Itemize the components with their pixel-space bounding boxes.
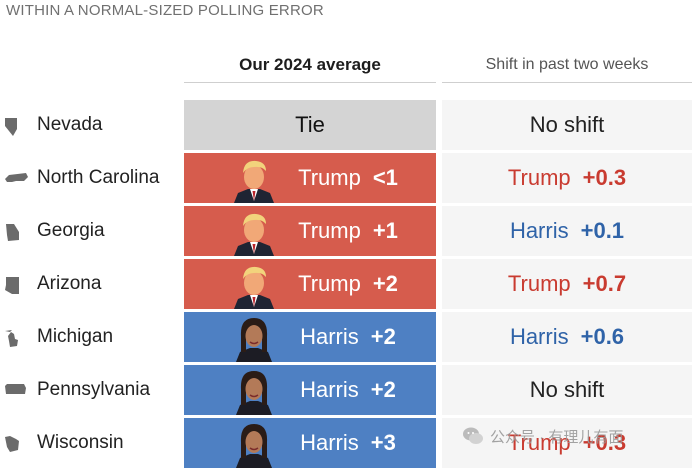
nevada-state-icon	[5, 118, 17, 136]
shift-cell: Harris +0.6	[442, 312, 692, 362]
state-name: Pennsylvania	[37, 379, 151, 400]
average-cell: Trump <1	[184, 153, 436, 203]
average-cell: Tie	[184, 100, 436, 150]
table-row: North Carolina Trump <1 Trump +0.3	[0, 153, 692, 203]
shift-leader: Harris	[509, 324, 569, 349]
shift-amount: +0.3	[582, 165, 627, 190]
trump-portrait	[234, 213, 274, 256]
state-name: Michigan	[37, 326, 114, 347]
shift-leader: Trump	[507, 165, 571, 190]
column-header-average: Our 2024 average	[184, 48, 436, 83]
trump-portrait	[234, 266, 274, 309]
shift-leader: Trump	[507, 271, 571, 296]
state-name: Nevada	[37, 114, 103, 135]
shift-cell: Trump +0.7	[442, 259, 692, 309]
wechat-logo-icon	[463, 427, 483, 444]
average-cell: Harris +3	[184, 418, 436, 468]
shift-cell: No shift	[442, 365, 692, 415]
average-leader: Tie	[295, 112, 325, 137]
wisconsin-state-icon	[5, 436, 19, 452]
table-row: Nevada Tie No shift	[0, 100, 692, 150]
harris-portrait	[236, 424, 272, 468]
state-name: Arizona	[37, 273, 102, 294]
shift-leader: Trump	[507, 430, 571, 455]
average-leader: Harris	[300, 430, 359, 455]
average-cell: Harris +2	[184, 312, 436, 362]
shift-cell: Trump +0.3	[442, 153, 692, 203]
shift-text: No shift	[529, 112, 605, 137]
watermark: 公众号 · 有理儿有面	[462, 425, 623, 447]
average-cell: Trump +1	[184, 206, 436, 256]
section-subtitle: WITHIN A NORMAL-SIZED POLLING ERROR	[6, 2, 324, 19]
north-carolina-state-icon	[5, 173, 28, 182]
arizona-state-icon	[5, 277, 19, 294]
shift-text: No shift	[529, 377, 605, 402]
table-row: Arizona Trump +2 Trump +0.7	[0, 259, 692, 309]
average-leader: Trump	[298, 218, 361, 243]
shift-leader: Harris	[509, 218, 569, 243]
average-cell: Trump +2	[184, 259, 436, 309]
average-margin: +3	[370, 430, 396, 455]
harris-portrait	[236, 318, 272, 362]
average-margin: +2	[372, 271, 398, 296]
michigan-state-icon	[5, 330, 18, 347]
shift-amount: +0.6	[580, 324, 625, 349]
average-margin: +2	[370, 324, 396, 349]
table-row: Michigan Harris +2 Harris +0.6	[0, 312, 692, 362]
shift-cell: Trump +0.3	[442, 418, 692, 468]
pennsylvania-state-icon	[5, 384, 26, 394]
georgia-state-icon	[6, 224, 19, 241]
shift-cell: Harris +0.1	[442, 206, 692, 256]
average-margin: +2	[370, 377, 396, 402]
table-row: Wisconsin Harris +3 Trump +0.3	[0, 418, 692, 468]
watermark-text: 公众号 · 有理儿有面	[490, 428, 624, 446]
state-name: Wisconsin	[37, 432, 124, 453]
harris-portrait	[236, 371, 272, 415]
average-leader: Trump	[298, 165, 361, 190]
shift-amount: +0.3	[582, 430, 627, 455]
trump-portrait	[234, 160, 274, 203]
average-cell: Harris +2	[184, 365, 436, 415]
state-name: Georgia	[37, 220, 105, 241]
average-leader: Harris	[300, 377, 359, 402]
column-header-shift: Shift in past two weeks	[442, 48, 692, 83]
shift-cell: No shift	[442, 100, 692, 150]
table-row: Georgia Trump +1 Harris +0.1	[0, 206, 692, 256]
average-leader: Trump	[298, 271, 361, 296]
shift-amount: +0.1	[580, 218, 625, 243]
table-row: Pennsylvania Harris +2 No shift	[0, 365, 692, 415]
shift-amount: +0.7	[582, 271, 627, 296]
state-name: North Carolina	[37, 167, 160, 188]
average-margin: +1	[372, 218, 398, 243]
average-margin: <1	[372, 165, 398, 190]
average-leader: Harris	[300, 324, 359, 349]
